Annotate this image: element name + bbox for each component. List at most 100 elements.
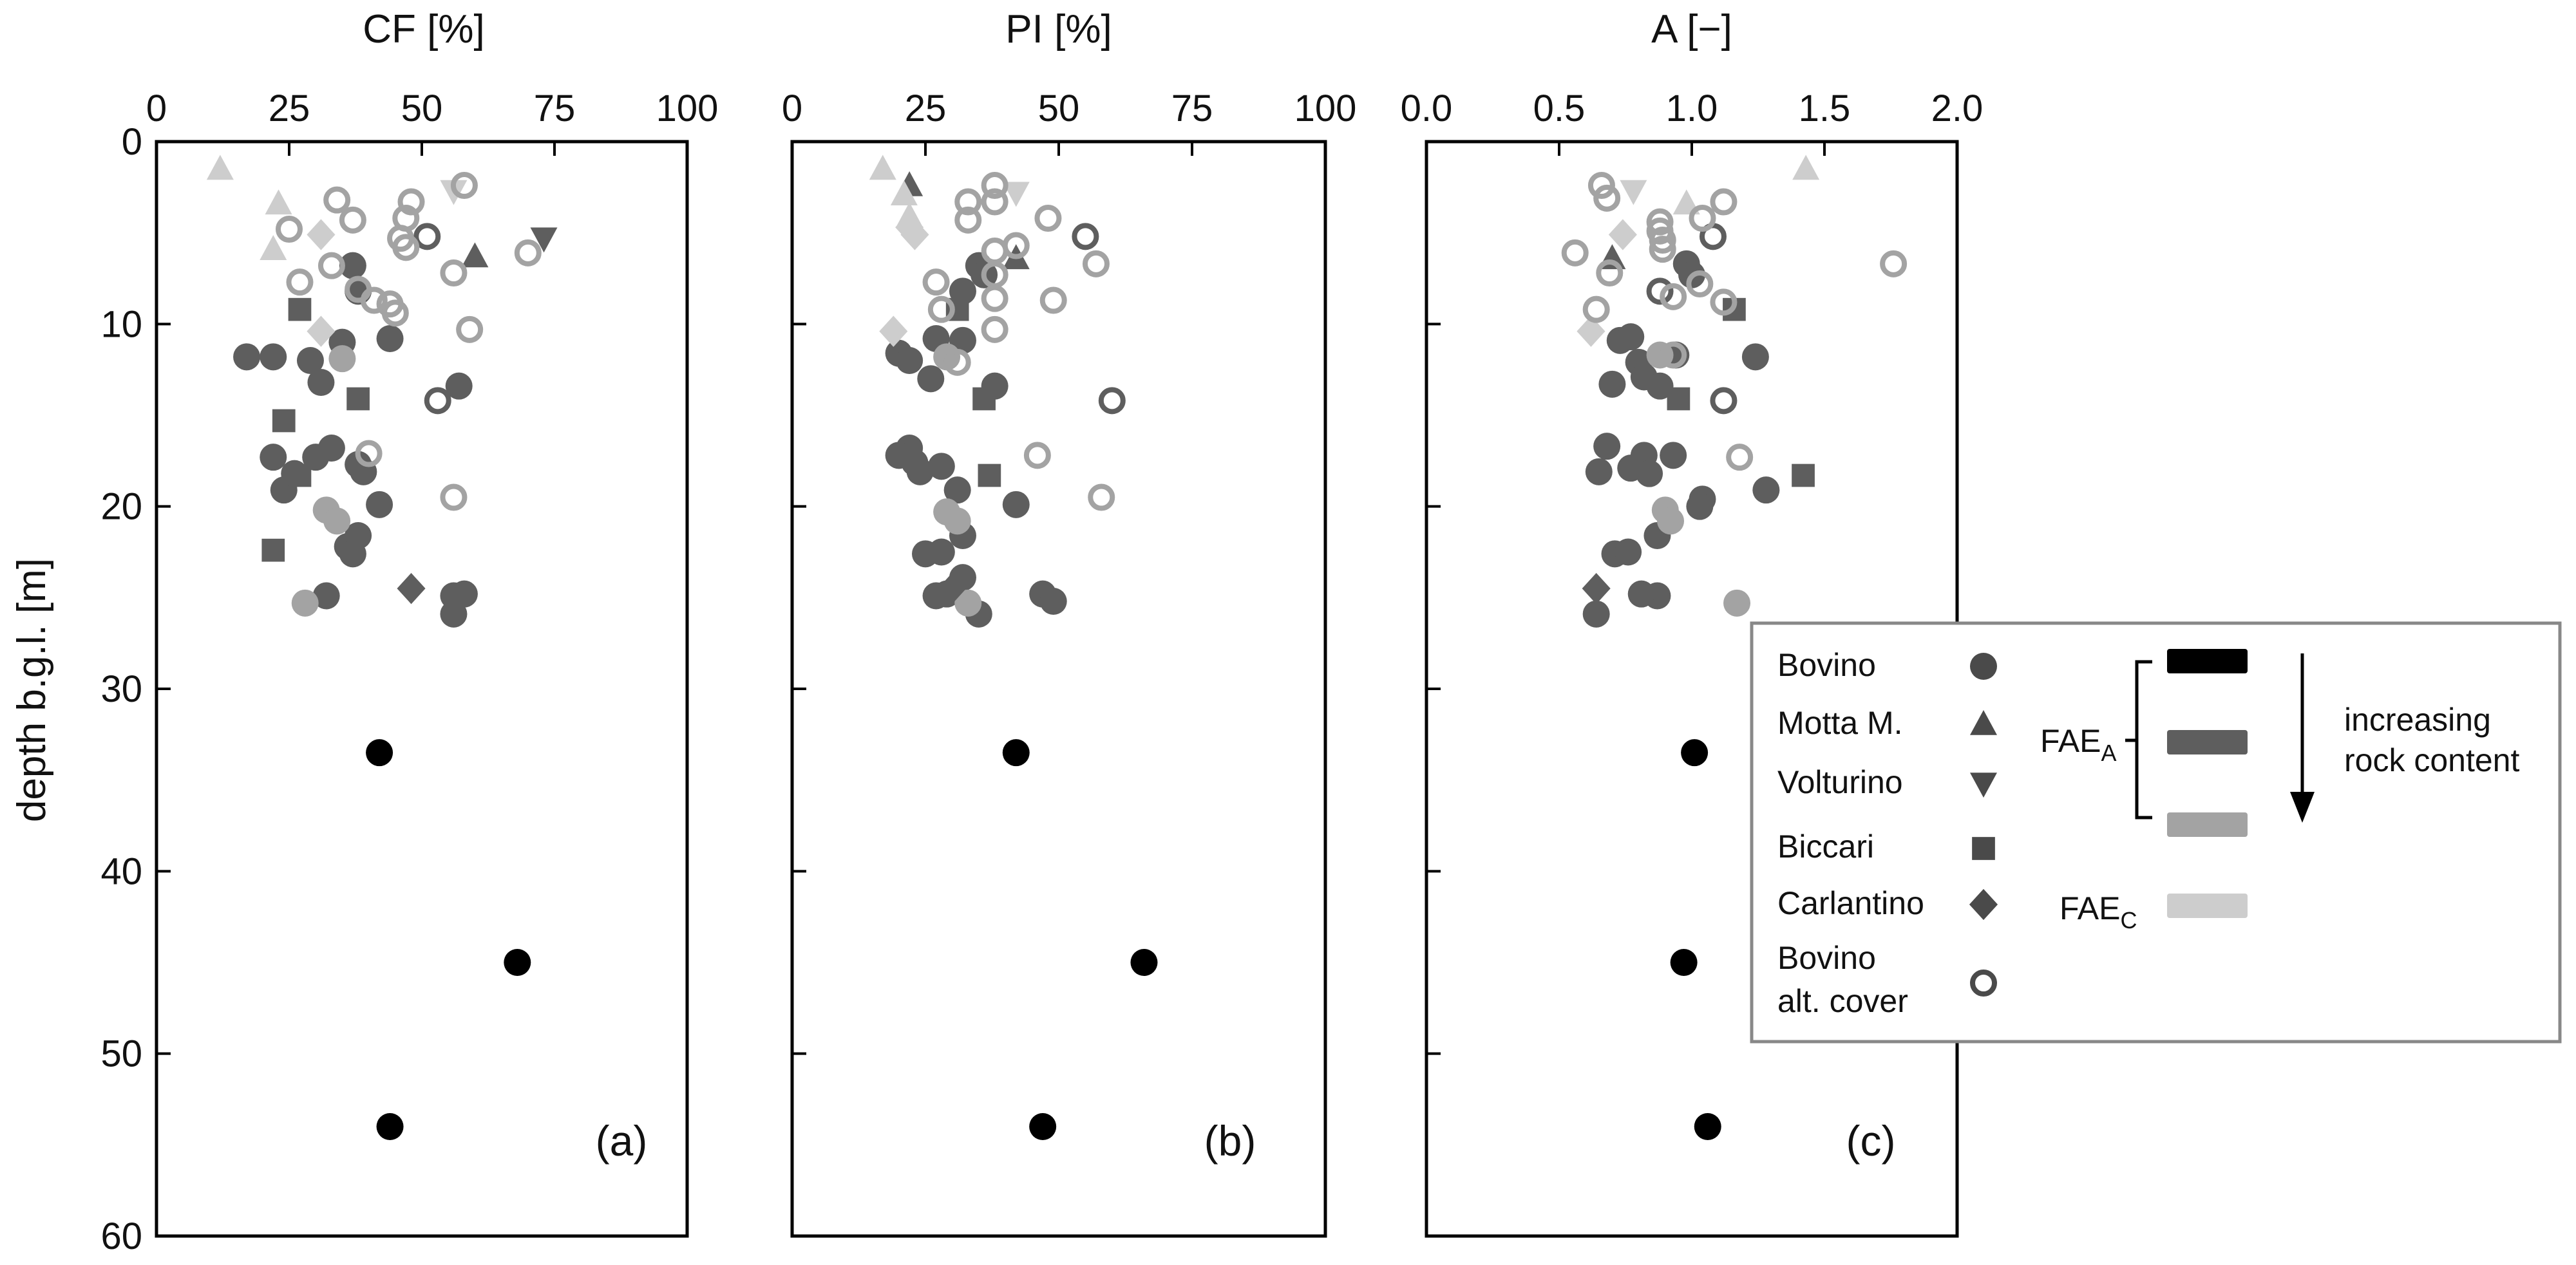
data-point-bovino-fae-a-rock-rich	[1029, 1113, 1057, 1140]
data-point-bovino-fae-a	[1752, 476, 1780, 504]
data-point-bovino-alt-cover-light	[1596, 259, 1624, 286]
data-point-bovino-fae-a	[260, 444, 287, 471]
data-point-bovino-alt-cover-light	[1660, 283, 1687, 310]
x-tick-label: 0.5	[1533, 88, 1586, 129]
data-point-bovino-fae-a-rock-rich	[1002, 739, 1030, 767]
legend-marker-circle-open	[1970, 970, 1997, 997]
legend-marker-square	[1972, 837, 1995, 860]
panel-cf-marks	[206, 155, 558, 1140]
data-point-bovino-fae-a-rock-rich	[504, 949, 531, 976]
data-point-bovino-fae-a	[450, 580, 478, 608]
x-tick-label: 75	[1171, 88, 1213, 129]
data-point-bovino-fae-a	[1582, 600, 1610, 628]
panel-a-title: A [−]	[1651, 7, 1732, 52]
panel-pi-label: (b)	[1204, 1117, 1256, 1165]
data-point-bovino-alt-cover-dark	[1098, 387, 1126, 415]
x-tick-label: 2.0	[1931, 88, 1984, 129]
data-point-bovino-fae-a	[1039, 588, 1067, 615]
x-tick-label: 75	[534, 88, 576, 129]
data-point-bovino-alt-cover-light	[1561, 239, 1589, 267]
data-point-bovino-fae-a	[1627, 580, 1655, 608]
panel-cf: CF [%] 0 25 50 75 100 0 10 20 30 40 50 60 (a)	[100, 7, 718, 1257]
panel-pi-ticks: 0 25 50 75 100	[782, 88, 1356, 1237]
data-point-carlantino-fae-a	[938, 573, 967, 604]
y-axis-label: depth b.g.l. [m]	[10, 558, 54, 822]
panel-a-label: (c)	[1846, 1117, 1896, 1165]
y-tick-label: 0	[122, 121, 142, 163]
data-point-carlantino-fae-c	[1577, 315, 1605, 347]
legend-marker-diamond	[1969, 888, 1998, 921]
legend-label-motta: Motta M.	[1777, 705, 1902, 741]
data-point-bovino-fae-a	[1593, 433, 1621, 460]
data-point-bovino-fae-a	[445, 372, 473, 400]
data-point-bovino-alt-cover-dark	[1710, 387, 1738, 415]
data-point-bovino-alt-cover-light	[440, 259, 468, 286]
data-point-bovino-fae-a	[339, 540, 366, 568]
data-point-bovino-fae-b	[943, 507, 971, 535]
data-point-bovino-fae-b	[323, 507, 351, 535]
panel-cf-frame	[155, 140, 689, 1238]
panel-pi-frame	[790, 140, 1327, 1238]
data-point-bovino-fae-a	[366, 491, 393, 518]
data-point-bovino-alt-cover-light	[1686, 270, 1714, 297]
y-tick-label: 40	[100, 850, 142, 892]
x-tick-label: 25	[905, 88, 947, 129]
fae-a-sub: A	[2101, 740, 2116, 766]
arrow-text-line2: rock content	[2344, 742, 2519, 778]
data-point-bovino-alt-cover-light	[1023, 442, 1051, 469]
panel-a-ticks: 0.0 0.5 1.0 1.5 2.0	[1401, 88, 1984, 1237]
data-point-bovino-alt-cover-light	[922, 268, 950, 296]
data-point-bovino-alt-cover-dark	[1072, 223, 1099, 250]
data-point-bovino-alt-cover-light	[276, 216, 303, 243]
data-point-bovino-alt-cover-light	[1582, 295, 1610, 323]
data-point-bovino-fae-a	[1002, 491, 1030, 518]
data-point-bovino-fae-a	[307, 369, 335, 396]
data-point-bovino-alt-cover-light	[1088, 483, 1115, 511]
x-tick-label: 50	[401, 88, 443, 129]
data-point-bovino-fae-a-rock-rich	[1130, 949, 1158, 976]
data-point-bovino-alt-cover-light	[355, 440, 383, 467]
data-point-bovino-fae-a	[339, 252, 366, 279]
legend-marker-triangle-up	[1970, 709, 1997, 735]
data-point-bovino-fae-b	[1723, 589, 1751, 617]
data-point-bovino-alt-cover-light	[1034, 205, 1062, 232]
data-point-bovino-fae-a	[1617, 323, 1645, 351]
data-point-bovino-alt-cover-light	[1039, 286, 1067, 314]
swatch-fae-a-black	[2167, 649, 2248, 673]
panel-pi-title: PI [%]	[1005, 7, 1112, 52]
data-point-bovino-alt-cover-light	[450, 172, 478, 199]
data-point-bovino-fae-a-rock-rich	[376, 1113, 404, 1140]
legend-label-volturino: Volturino	[1777, 764, 1903, 800]
x-tick-label: 0	[146, 88, 167, 129]
data-point-bovino-alt-cover-light	[339, 206, 366, 234]
fae-c-sub: C	[2120, 907, 2137, 933]
data-point-biccari-fae-a	[1792, 464, 1815, 487]
data-point-biccari-fae-a	[288, 464, 312, 487]
data-point-bovino-fae-a	[440, 600, 468, 628]
data-point-bovino-alt-cover-dark	[424, 387, 451, 415]
arrow-text-line1: increasing	[2344, 702, 2491, 738]
data-point-volturino-fae-c	[1620, 180, 1647, 205]
legend-marker-triangle-down	[1970, 773, 1997, 798]
data-point-volturino-fae-a	[530, 227, 558, 253]
data-point-bovino-alt-cover-light	[1593, 184, 1621, 212]
data-point-bovino-alt-cover-light	[927, 295, 955, 323]
data-point-bovino-alt-cover-light	[440, 483, 468, 511]
panel-cf-label: (a)	[596, 1117, 648, 1165]
data-point-bovino-fae-a	[1598, 370, 1626, 398]
data-point-bovino-fae-b	[1657, 507, 1685, 535]
legend-markers	[1969, 653, 1998, 997]
swatch-fae-a-dark-grey	[2167, 730, 2248, 754]
data-point-bovino-fae-a	[917, 365, 945, 393]
y-tick-label: 20	[100, 486, 142, 528]
data-point-bovino-fae-a	[1686, 492, 1714, 520]
data-point-bovino-fae-a	[896, 347, 923, 374]
swatch-fae-a-mid-grey	[2167, 812, 2248, 837]
data-point-motta-m-fae-c	[869, 155, 896, 180]
data-point-bovino-alt-cover-light	[317, 252, 345, 279]
rock-content-arrow-head	[2290, 792, 2315, 823]
data-point-bovino-fae-a	[1636, 460, 1663, 487]
x-tick-label: 1.0	[1666, 88, 1718, 129]
data-point-motta-m-fae-c	[1792, 155, 1820, 180]
